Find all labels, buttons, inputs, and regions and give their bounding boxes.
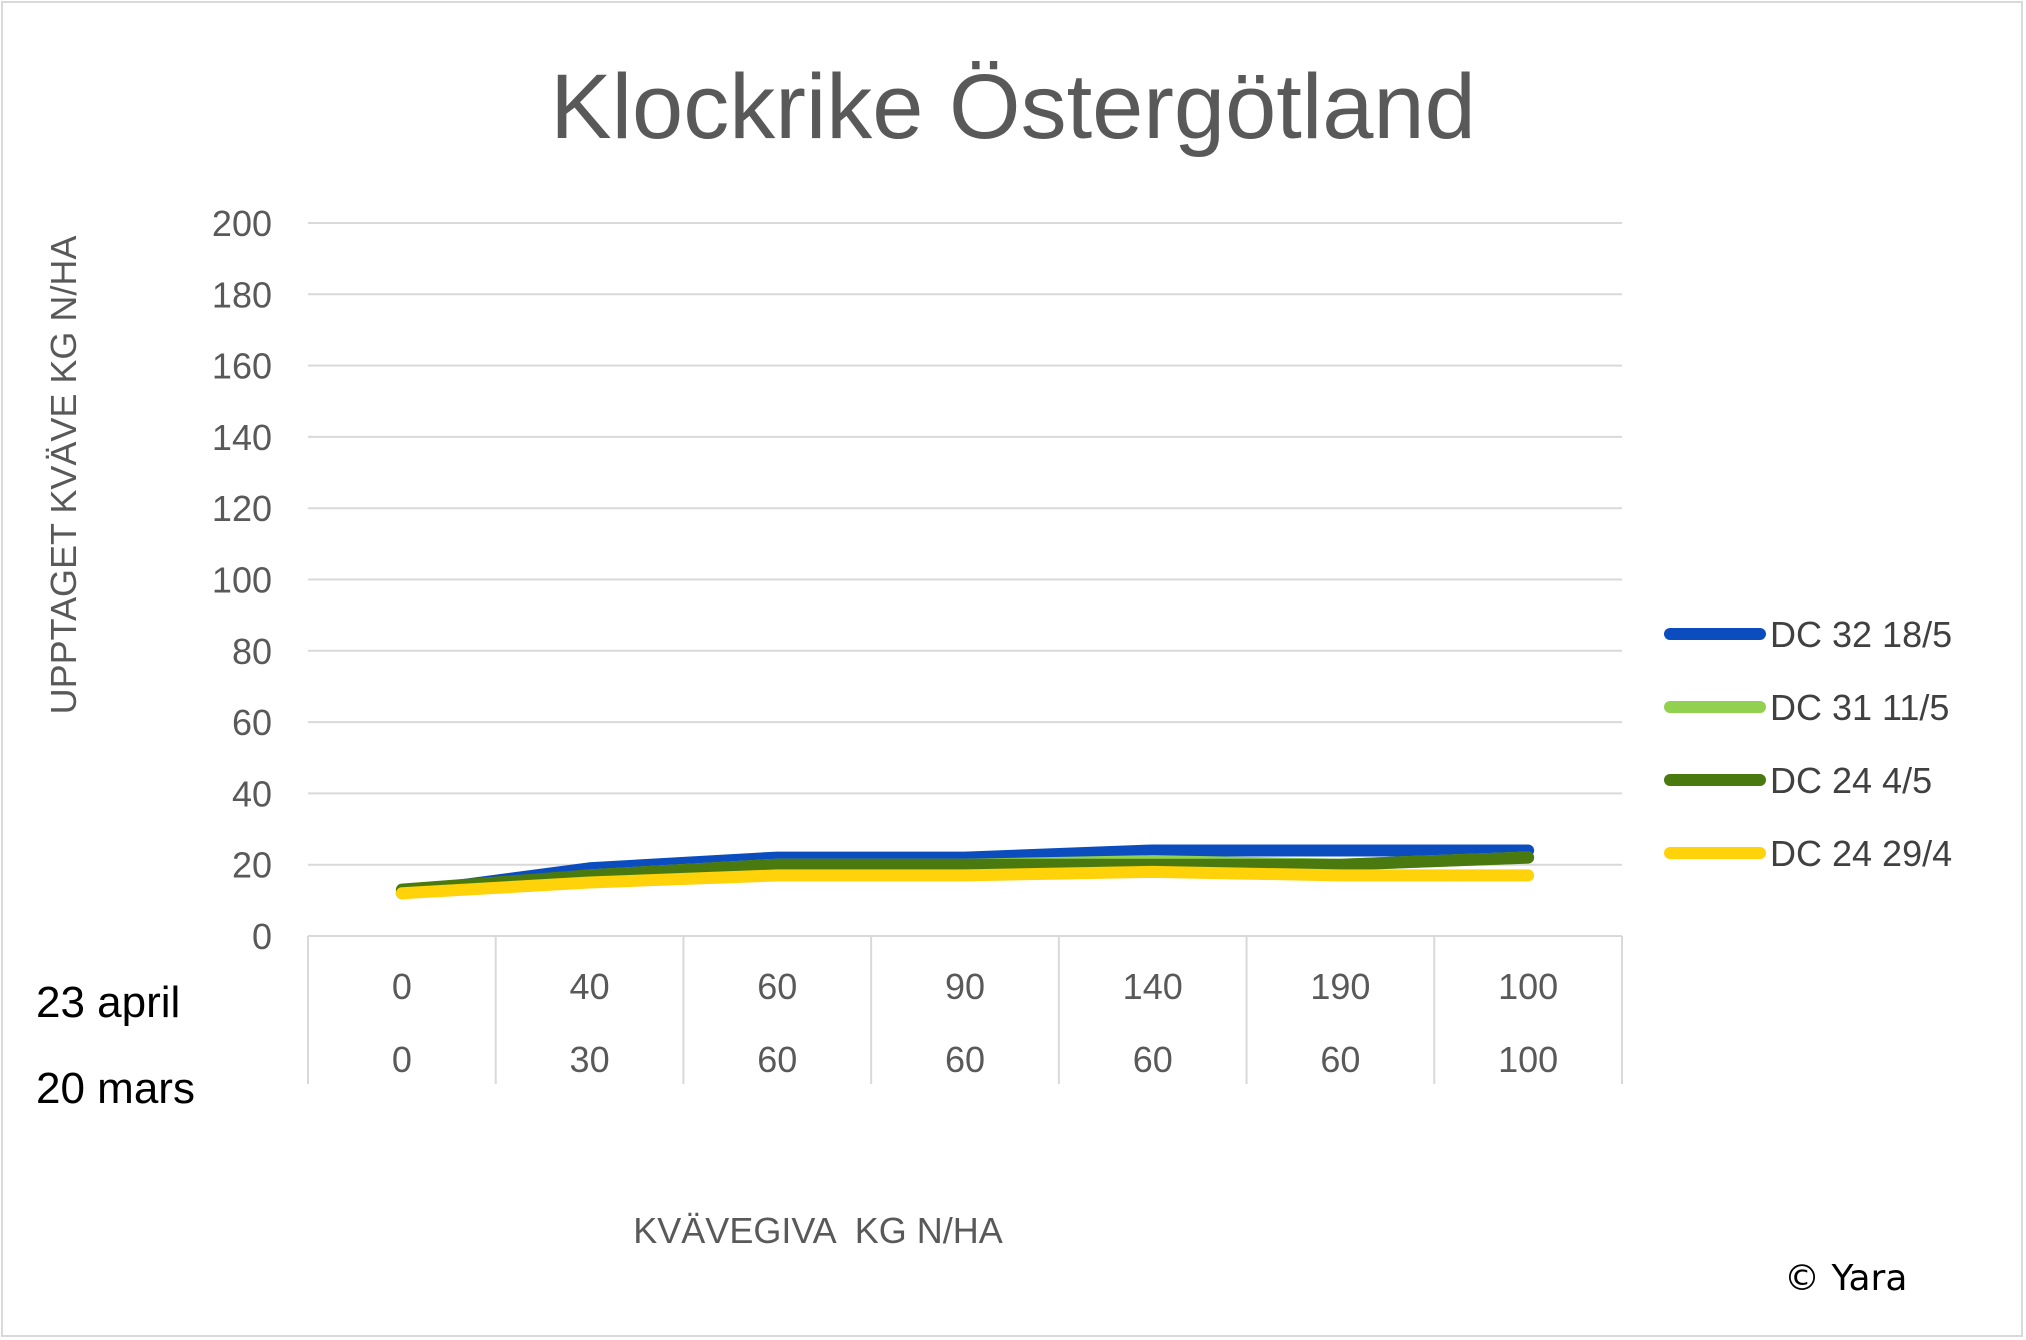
legend-label-1: DC 32 18/5: [1770, 614, 1952, 655]
y-tick-0: 0: [252, 916, 272, 957]
x-tick-row1-6: 100: [1498, 966, 1558, 1007]
gridlines: [308, 222, 1622, 937]
x-axis-label: KVÄVEGIVA KG N/HA: [633, 1210, 1002, 1251]
legend-label-2: DC 31 11/5: [1770, 687, 1949, 728]
legend: DC 32 18/5 DC 31 11/5 DC 24 4/5 DC 24 29/4: [1664, 614, 1952, 874]
y-tick-200: 200: [212, 203, 272, 244]
x-tick-row1-3: 90: [945, 966, 985, 1007]
y-tick-20: 20: [232, 845, 272, 886]
legend-label-4: DC 24 29/4: [1770, 833, 1952, 874]
x-tick-row2-1: 30: [570, 1039, 610, 1080]
x-tick-row1-5: 190: [1310, 966, 1370, 1007]
x-tick-row2-0: 0: [392, 1039, 412, 1080]
copyright-label: © Yara: [1784, 1258, 1907, 1299]
y-tick-120: 120: [212, 488, 272, 529]
series-lines: [395, 844, 1535, 900]
series-line-4: [395, 865, 1535, 900]
x-tick-row1-2: 60: [757, 966, 797, 1007]
y-tick-60: 60: [232, 702, 272, 743]
x-tick-row2-3: 60: [945, 1039, 985, 1080]
y-tick-180: 180: [212, 274, 272, 315]
x-tick-row2-4: 60: [1133, 1039, 1173, 1080]
x-tick-row2-6: 100: [1498, 1039, 1558, 1080]
y-axis-label: UPPTAGET KVÄVE KG N/HA: [43, 236, 84, 715]
y-axis-ticks: 0 20 40 60 80 100 120 140 160 180 200: [212, 203, 272, 957]
x-tick-row1-1: 40: [570, 966, 610, 1007]
y-tick-100: 100: [212, 560, 272, 601]
x-tick-row2-2: 60: [757, 1039, 797, 1080]
legend-label-3: DC 24 4/5: [1770, 760, 1932, 801]
row-label-23-april: 23 april: [36, 978, 180, 1027]
x-tick-row1-4: 140: [1123, 966, 1183, 1007]
y-tick-80: 80: [232, 631, 272, 672]
series-line-1: [395, 844, 1535, 900]
x-tick-row2-5: 60: [1320, 1039, 1360, 1080]
y-tick-40: 40: [232, 773, 272, 814]
y-tick-140: 140: [212, 417, 272, 458]
series-line-3: [395, 851, 1535, 896]
x-tick-row1-0: 0: [392, 966, 412, 1007]
row-label-20-mars: 20 mars: [36, 1064, 195, 1113]
y-tick-160: 160: [212, 346, 272, 387]
chart-title: Klockrike Östergötland: [550, 56, 1476, 158]
x-axis: 0 40 60 90 140 190 100 0 30 60 60 60 60 100: [307, 936, 1623, 1084]
